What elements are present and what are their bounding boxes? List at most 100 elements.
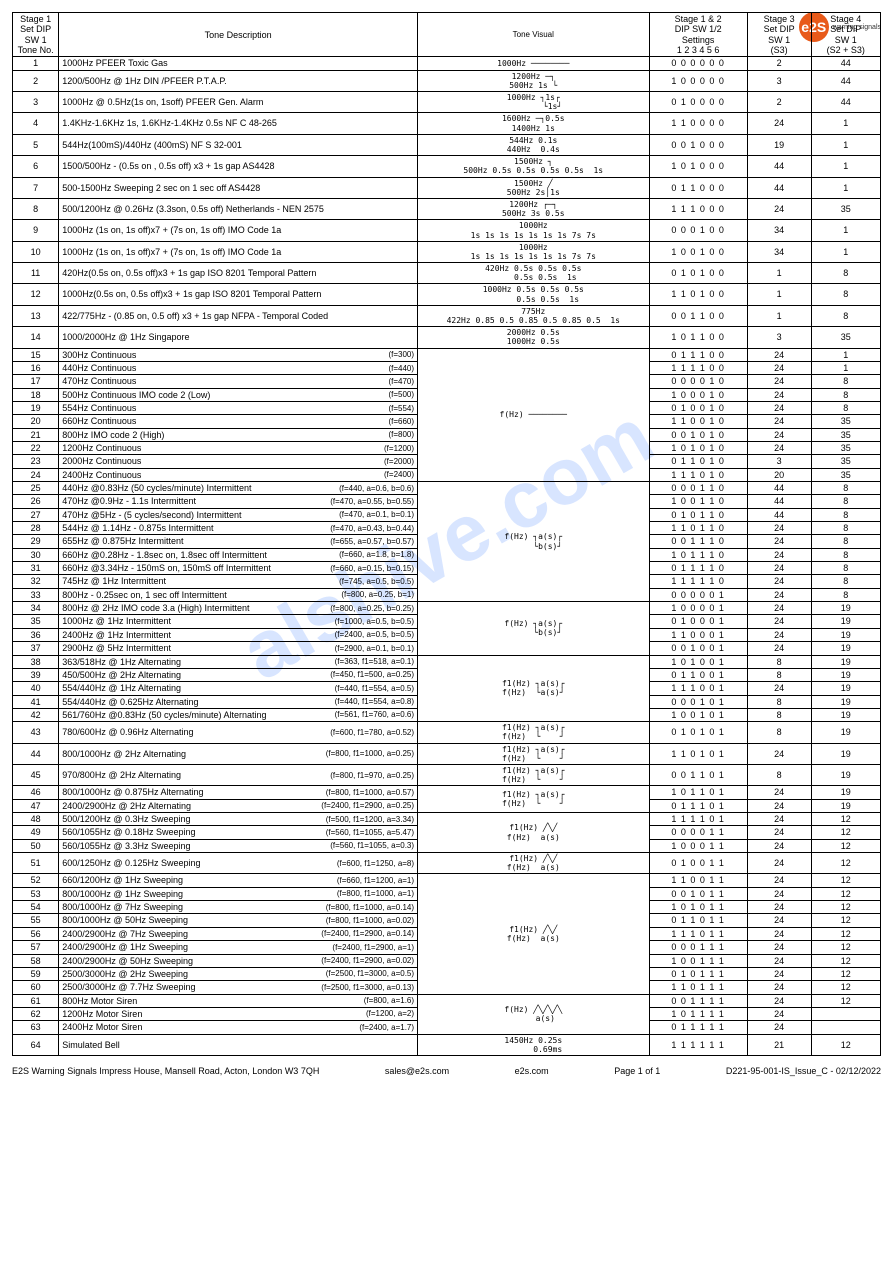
desc-param: (f=2400, a=1.7)	[359, 1023, 414, 1032]
cell-s3: 1	[747, 263, 811, 284]
cell-dip12: 1 0 0 0 0 1	[649, 602, 747, 615]
cell-s4: 35	[811, 327, 881, 348]
cell-s3: 24	[747, 615, 811, 628]
footer-addr: E2S Warning Signals Impress House, Manse…	[12, 1066, 319, 1076]
cell-dip12: 0 1 1 1 1 0	[649, 562, 747, 575]
table-row: 38363/518Hz @ 1Hz Alternating(f=363, f1=…	[13, 655, 881, 668]
hdr-visual: Tone Visual	[418, 13, 649, 57]
cell-dip12: 1 0 1 1 0 0	[649, 327, 747, 348]
table-row: 61800Hz Motor Siren(f=800, a=1.6)f(Hz) ╱…	[13, 994, 881, 1007]
cell-visual: f1(Hz) ╱╲╱ f(Hz) a(s)	[418, 874, 649, 994]
cell-visual: 2000Hz 0.5s 1000Hz 0.5s	[418, 327, 649, 348]
cell-desc: 800Hz @ 2Hz IMO code 3.a (High) Intermit…	[59, 602, 418, 615]
cell-desc: 1000Hz(0.5s on, 0.5s off)x3 + 1s gap ISO…	[59, 284, 418, 305]
desc-text: 745Hz @ 1Hz Intermittent	[62, 576, 166, 586]
cell-s3: 8	[747, 722, 811, 743]
desc-param: (f=560, f1=1055, a=5.47)	[326, 828, 414, 837]
cell-desc: 2400/2900Hz @ 50Hz Sweeping(f=2400, f1=2…	[59, 954, 418, 967]
desc-param: (f=800)	[388, 430, 414, 439]
cell-s3: 24	[747, 954, 811, 967]
cell-s4: 19	[811, 695, 881, 708]
cell-desc: 2400/2900Hz @ 2Hz Alternating(f=2400, f1…	[59, 799, 418, 812]
cell-s4: 19	[811, 743, 881, 764]
desc-text: 2400Hz Continuous	[62, 470, 141, 480]
cell-s4: 8	[811, 284, 881, 305]
hdr-s12: Stage 1 & 2 DIP SW 1/2 Settings 1 2 3 4 …	[649, 13, 747, 57]
cell-s3: 24	[747, 548, 811, 561]
hdr-desc: Tone Description	[59, 13, 418, 57]
cell-s3: 24	[747, 428, 811, 441]
cell-tone-no: 35	[13, 615, 59, 628]
cell-visual: f1(Hz) ╱╲╱ f(Hz) a(s)	[418, 813, 649, 853]
cell-tone-no: 2	[13, 70, 59, 91]
desc-text: 800/1000Hz @ 7Hz Sweeping	[62, 902, 183, 912]
cell-desc: 300Hz Continuous(f=300)	[59, 348, 418, 361]
desc-text: 600/1250Hz @ 0.125Hz Sweeping	[62, 858, 200, 868]
desc-param: (f=800, f1=1000, a=1)	[337, 889, 414, 898]
cell-desc: 500Hz Continuous IMO code 2 (Low)(f=500)	[59, 388, 418, 401]
cell-tone-no: 41	[13, 695, 59, 708]
cell-s4: 35	[811, 428, 881, 441]
desc-param: (f=800, f1=1000, a=0.57)	[326, 788, 414, 797]
desc-text: 470Hz Continuous	[62, 376, 136, 386]
cell-s3: 19	[747, 134, 811, 155]
cell-s4: 8	[811, 562, 881, 575]
cell-s3: 1	[747, 305, 811, 326]
cell-s3: 24	[747, 874, 811, 887]
cell-s3: 24	[747, 967, 811, 980]
cell-s3: 24	[747, 348, 811, 361]
cell-desc: 560/1055Hz @ 0.18Hz Sweeping(f=560, f1=1…	[59, 826, 418, 839]
desc-text: 655Hz @ 0.875Hz Intermittent	[62, 536, 183, 546]
desc-param: (f=2400, f1=2900, a=0.14)	[321, 929, 414, 938]
cell-dip12: 0 1 1 1 0 1	[649, 799, 747, 812]
cell-dip12: 1 0 0 1 1 1	[649, 954, 747, 967]
desc-param: (f=554)	[388, 404, 414, 413]
cell-dip12: 1 0 0 1 0 1	[649, 708, 747, 721]
footer-page: Page 1 of 1	[614, 1066, 660, 1076]
cell-s3: 8	[747, 655, 811, 668]
cell-dip12: 1 1 0 1 0 1	[649, 743, 747, 764]
cell-dip12: 0 0 1 0 0 1	[649, 642, 747, 655]
table-row: 52660/1200Hz @ 1Hz Sweeping(f=660, f1=12…	[13, 874, 881, 887]
cell-dip12: 0 0 0 1 1 1	[649, 941, 747, 954]
cell-desc: 1000Hz PFEER Toxic Gas	[59, 57, 418, 70]
cell-desc: 2400/2900Hz @ 7Hz Sweeping(f=2400, f1=29…	[59, 927, 418, 940]
cell-dip12: 1 1 0 0 1 0	[649, 415, 747, 428]
cell-s3: 3	[747, 455, 811, 468]
desc-text: 800Hz - 0.25sec on, 1 sec off Intermitte…	[62, 590, 226, 600]
desc-text: 554Hz Continuous	[62, 403, 136, 413]
table-row: 5544Hz(100mS)/440Hz (400mS) NF S 32-0015…	[13, 134, 881, 155]
cell-desc: 800/1000Hz @ 2Hz Alternating(f=800, f1=1…	[59, 743, 418, 764]
cell-desc: 544Hz @ 1.14Hz - 0.875s Intermittent(f=4…	[59, 522, 418, 535]
desc-param: (f=2400)	[384, 470, 414, 479]
table-row: 51600/1250Hz @ 0.125Hz Sweeping(f=600, f…	[13, 853, 881, 874]
cell-desc: 1000Hz @ 1Hz Intermittent(f=1000, a=0.5,…	[59, 615, 418, 628]
desc-text: 363/518Hz @ 1Hz Alternating	[62, 657, 181, 667]
cell-tone-no: 48	[13, 813, 59, 826]
cell-dip12: 0 0 1 0 0 0	[649, 134, 747, 155]
cell-visual: f1(Hz) ┐a(s)┌ f(Hz) └ ┘	[418, 786, 649, 813]
cell-visual: 775Hz 422Hz 0.85 0.5 0.85 0.5 0.85 0.5 1…	[418, 305, 649, 326]
cell-desc: 655Hz @ 0.875Hz Intermittent (f=655, a=0.…	[59, 535, 418, 548]
cell-tone-no: 18	[13, 388, 59, 401]
cell-tone-no: 13	[13, 305, 59, 326]
cell-dip12: 0 0 1 1 0 0	[649, 305, 747, 326]
cell-tone-no: 23	[13, 455, 59, 468]
cell-dip12: 0 1 1 1 1 1	[649, 1021, 747, 1034]
desc-param: (f=600, f1=780, a=0.52)	[330, 728, 414, 737]
desc-param: (f=655, a=0.57, b=0.57)	[330, 537, 414, 546]
cell-s3: 24	[747, 853, 811, 874]
cell-s4	[811, 1021, 881, 1034]
cell-s3: 24	[747, 786, 811, 799]
cell-s4: 8	[811, 388, 881, 401]
desc-param: (f=800, a=0.25, b=1)	[341, 590, 414, 599]
cell-tone-no: 43	[13, 722, 59, 743]
cell-s3: 8	[747, 668, 811, 681]
cell-tone-no: 8	[13, 198, 59, 219]
hdr-tone-no: Stage 1 Set DIP SW 1 Tone No.	[13, 13, 59, 57]
cell-dip12: 1 0 1 0 1 0	[649, 442, 747, 455]
cell-tone-no: 34	[13, 602, 59, 615]
cell-dip12: 1 0 1 0 1 1	[649, 901, 747, 914]
desc-param: (f=660, a=0.15, b=0.15)	[330, 564, 414, 573]
desc-param: (f=1000, a=0.5, b=0.5)	[335, 617, 414, 626]
